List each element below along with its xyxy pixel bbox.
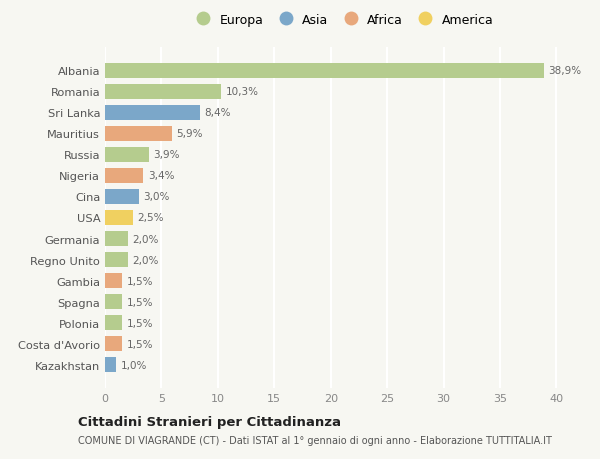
Text: Cittadini Stranieri per Cittadinanza: Cittadini Stranieri per Cittadinanza <box>78 415 341 428</box>
Bar <box>105 315 122 330</box>
Bar <box>105 147 149 162</box>
Bar <box>105 252 128 268</box>
Bar <box>105 294 122 309</box>
Text: 10,3%: 10,3% <box>226 87 259 97</box>
Text: 3,9%: 3,9% <box>154 150 180 160</box>
Bar <box>105 168 143 184</box>
Bar <box>105 190 139 205</box>
Bar <box>105 106 200 121</box>
Text: 3,0%: 3,0% <box>143 192 170 202</box>
Text: 3,4%: 3,4% <box>148 171 175 181</box>
Text: 2,0%: 2,0% <box>132 234 158 244</box>
Text: 1,0%: 1,0% <box>121 360 147 370</box>
Text: 2,0%: 2,0% <box>132 255 158 265</box>
Text: 1,5%: 1,5% <box>127 297 153 307</box>
Bar <box>105 231 128 246</box>
Text: COMUNE DI VIAGRANDE (CT) - Dati ISTAT al 1° gennaio di ogni anno - Elaborazione : COMUNE DI VIAGRANDE (CT) - Dati ISTAT al… <box>78 435 552 445</box>
Text: 1,5%: 1,5% <box>127 276 153 286</box>
Bar <box>105 64 544 79</box>
Text: 8,4%: 8,4% <box>205 108 231 118</box>
Text: 1,5%: 1,5% <box>127 339 153 349</box>
Bar <box>105 127 172 142</box>
Bar <box>105 357 116 372</box>
Text: 5,9%: 5,9% <box>176 129 203 139</box>
Text: 38,9%: 38,9% <box>548 66 581 76</box>
Bar <box>105 84 221 100</box>
Bar <box>105 336 122 352</box>
Legend: Europa, Asia, Africa, America: Europa, Asia, Africa, America <box>191 14 493 27</box>
Text: 2,5%: 2,5% <box>138 213 164 223</box>
Bar <box>105 211 133 225</box>
Text: 1,5%: 1,5% <box>127 318 153 328</box>
Bar <box>105 274 122 289</box>
